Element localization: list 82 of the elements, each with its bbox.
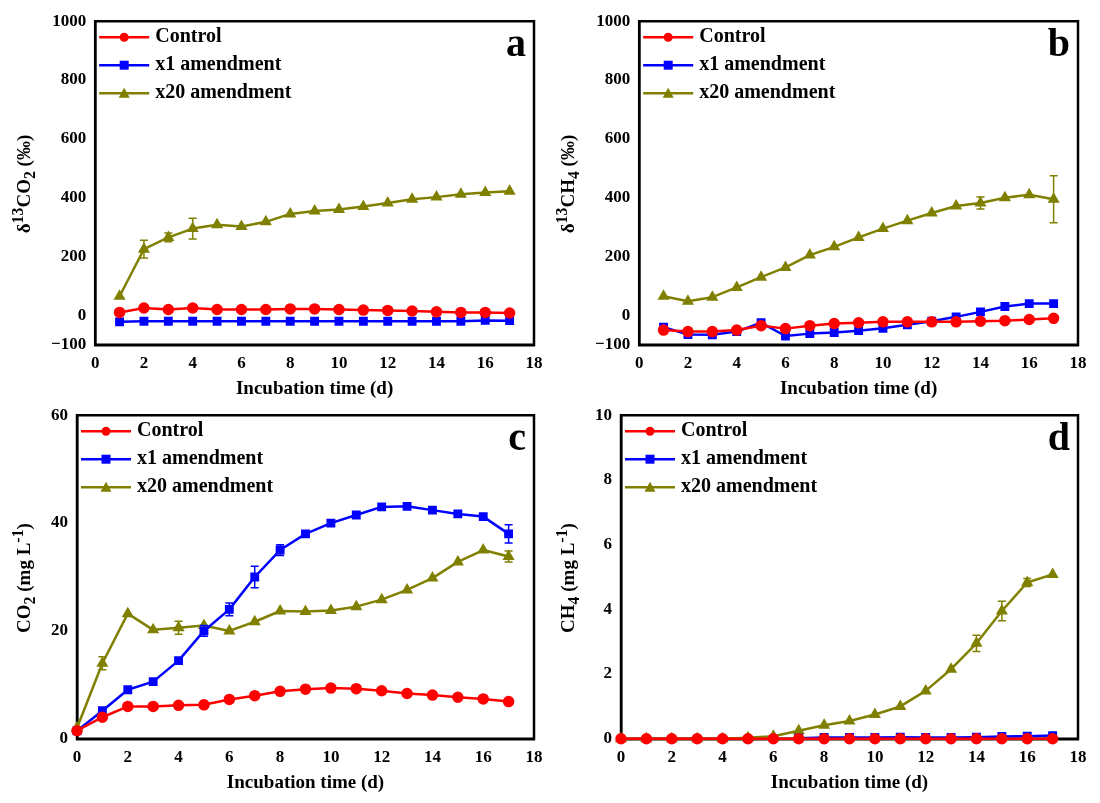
x-tick-label: 16 — [1020, 353, 1038, 373]
x-tick-label: 6 — [237, 353, 246, 373]
y-tick-label: 20 — [51, 620, 68, 640]
legend-label: x1 amendment — [699, 52, 826, 75]
x-tick-label: 18 — [525, 747, 543, 767]
x-tick-label: 14 — [971, 353, 990, 373]
legend-label: x1 amendment — [681, 446, 808, 469]
legend-label: Control — [681, 418, 748, 441]
annotation: a — [506, 19, 526, 65]
y-tick-label: 1000 — [52, 10, 87, 30]
x-tick-label: 2 — [683, 353, 693, 373]
x-tick-label: 18 — [1069, 353, 1087, 373]
y-tick-label: 6 — [603, 534, 612, 554]
x-tick-label: 16 — [476, 353, 494, 373]
annotation: c — [508, 413, 526, 459]
x-tick-label: 10 — [866, 747, 884, 767]
y-tick-label: 600 — [60, 128, 87, 148]
x-tick-label: 18 — [525, 353, 543, 373]
x-tick-label: 6 — [225, 747, 234, 767]
y-tick-label: 4 — [603, 598, 613, 618]
x-tick-label: 14 — [427, 353, 446, 373]
x-tick-label: 0 — [634, 353, 644, 373]
annotation: b — [1047, 19, 1070, 65]
annotation: d — [1047, 413, 1070, 459]
x-tick-label: 6 — [781, 353, 790, 373]
y-tick-label: 0 — [59, 728, 68, 748]
x-tick-label: 16 — [1018, 747, 1036, 767]
x-tick-label: 2 — [123, 747, 133, 767]
legend-label: x20 amendment — [681, 474, 818, 497]
x-tick-label: 12 — [917, 747, 935, 767]
x-tick-label: 16 — [474, 747, 492, 767]
y-tick-label: 600 — [604, 128, 631, 148]
legend-label: x20 amendment — [699, 80, 836, 103]
y-tick-label: 200 — [604, 245, 631, 265]
x-tick-label: 14 — [967, 747, 986, 767]
x-axis-title: Incubation time (d) — [779, 376, 938, 399]
legend-label: Control — [137, 418, 204, 441]
x-axis-title: Incubation time (d) — [235, 376, 394, 399]
x-tick-label: 14 — [423, 747, 442, 767]
x-tick-label: 4 — [732, 353, 742, 373]
x-tick-label: 18 — [1069, 747, 1087, 767]
y-tick-label: 0 — [77, 304, 87, 324]
y-tick-label: 200 — [60, 245, 87, 265]
legend-label: x1 amendment — [137, 446, 264, 469]
x-axis-title: Incubation time (d) — [226, 770, 385, 793]
legend-label: x20 amendment — [137, 474, 274, 497]
y-tick-label: 800 — [604, 69, 631, 89]
y-tick-label: 1000 — [596, 10, 631, 30]
x-tick-label: 8 — [819, 747, 829, 767]
y-tick-label: 400 — [604, 187, 631, 207]
legend-label: Control — [699, 24, 766, 47]
x-tick-label: 8 — [829, 353, 839, 373]
y-tick-label: −100 — [595, 334, 631, 354]
x-tick-label: 8 — [275, 747, 285, 767]
y-tick-label: 800 — [60, 69, 87, 89]
x-tick-label: 10 — [874, 353, 892, 373]
y-tick-label: 10 — [595, 404, 612, 424]
y-tick-label: 2 — [603, 663, 612, 683]
x-tick-label: 4 — [718, 747, 728, 767]
x-tick-label: 2 — [667, 747, 677, 767]
x-axis-title: Incubation time (d) — [770, 770, 929, 793]
y-tick-label: 0 — [603, 728, 612, 748]
legend-label: x20 amendment — [155, 80, 292, 103]
y-tick-label: 40 — [51, 512, 68, 532]
x-tick-label: 2 — [139, 353, 149, 373]
x-tick-label: 12 — [373, 747, 391, 767]
y-tick-label: 60 — [51, 404, 68, 424]
y-tick-label: −100 — [51, 334, 87, 354]
x-tick-label: 10 — [330, 353, 348, 373]
y-tick-label: 8 — [603, 469, 612, 489]
x-tick-label: 12 — [379, 353, 397, 373]
y-tick-label: 400 — [60, 187, 87, 207]
x-tick-label: 10 — [322, 747, 340, 767]
x-tick-label: 8 — [285, 353, 295, 373]
x-tick-label: 12 — [923, 353, 941, 373]
x-tick-label: 0 — [90, 353, 100, 373]
legend-label: x1 amendment — [155, 52, 282, 75]
x-tick-label: 4 — [174, 747, 184, 767]
y-tick-label: 0 — [621, 304, 631, 324]
x-tick-label: 6 — [769, 747, 778, 767]
x-tick-label: 4 — [188, 353, 198, 373]
legend-label: Control — [155, 24, 222, 47]
